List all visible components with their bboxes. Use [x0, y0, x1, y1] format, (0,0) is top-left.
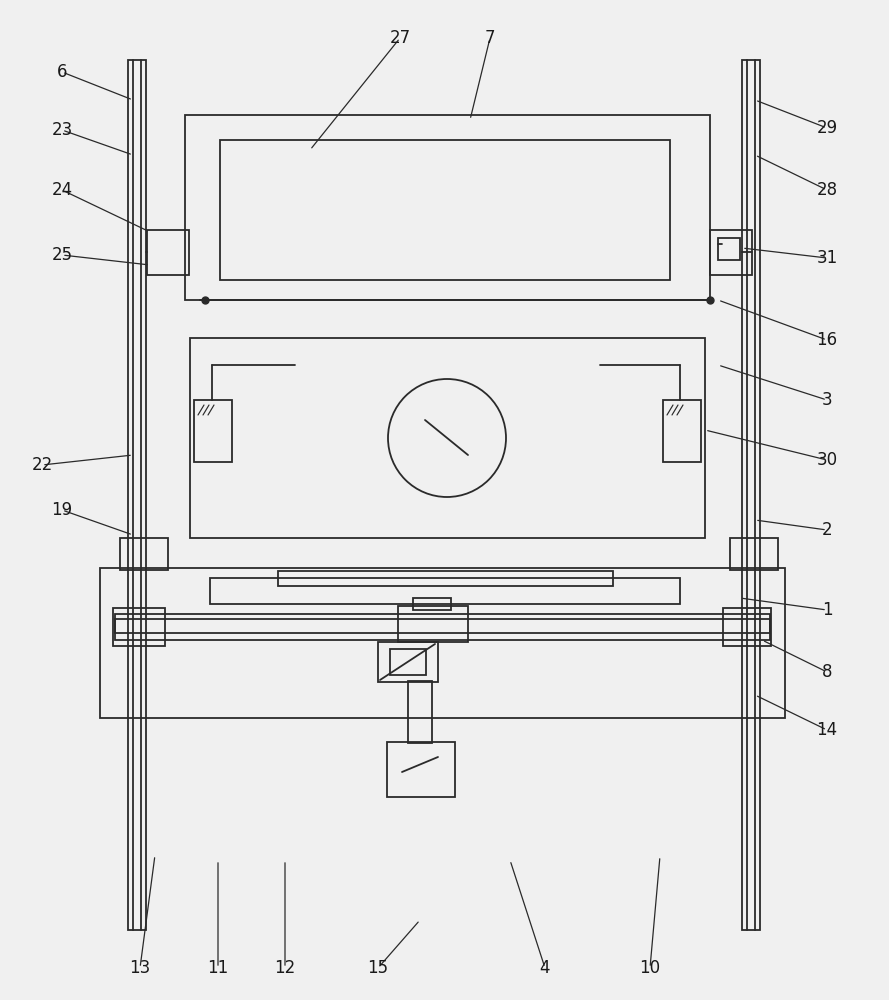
Bar	[210, 578, 680, 604]
Text: 25: 25	[52, 246, 73, 264]
Text: 10: 10	[639, 959, 661, 977]
Text: 29: 29	[816, 119, 837, 137]
Bar	[190, 338, 705, 538]
Bar	[128, 60, 146, 930]
Text: 24: 24	[52, 181, 73, 199]
Text: 11: 11	[207, 959, 228, 977]
Text: 1: 1	[821, 601, 832, 619]
Bar	[194, 400, 232, 462]
Text: 4: 4	[540, 959, 550, 977]
Bar	[408, 681, 432, 743]
Bar	[390, 649, 426, 675]
Text: 2: 2	[821, 521, 832, 539]
Text: 3: 3	[821, 391, 832, 409]
Text: 14: 14	[816, 721, 837, 739]
Bar	[147, 230, 189, 275]
Bar	[120, 538, 168, 570]
Bar	[413, 598, 451, 610]
Bar	[378, 642, 438, 682]
Bar	[710, 230, 752, 275]
Text: 6: 6	[57, 63, 68, 81]
Bar	[398, 606, 468, 642]
Text: 19: 19	[52, 501, 73, 519]
Bar	[730, 538, 778, 570]
Bar	[278, 571, 613, 586]
Text: 13: 13	[130, 959, 150, 977]
Text: 27: 27	[389, 29, 411, 47]
Text: 31: 31	[816, 249, 837, 267]
Text: 30: 30	[816, 451, 837, 469]
Text: 23: 23	[52, 121, 73, 139]
Text: 12: 12	[275, 959, 296, 977]
Bar	[113, 608, 165, 646]
Bar	[718, 238, 740, 260]
Text: 22: 22	[31, 456, 52, 474]
Bar	[115, 619, 770, 633]
Bar	[185, 115, 710, 300]
Text: 15: 15	[367, 959, 388, 977]
Bar	[723, 608, 771, 646]
Bar	[387, 742, 455, 797]
Text: 7: 7	[485, 29, 495, 47]
Bar	[100, 568, 785, 718]
Bar	[663, 400, 701, 462]
Text: 28: 28	[816, 181, 837, 199]
Text: 8: 8	[821, 663, 832, 681]
Bar	[115, 614, 770, 640]
Text: 16: 16	[816, 331, 837, 349]
Bar	[742, 60, 760, 930]
Bar	[220, 140, 670, 280]
